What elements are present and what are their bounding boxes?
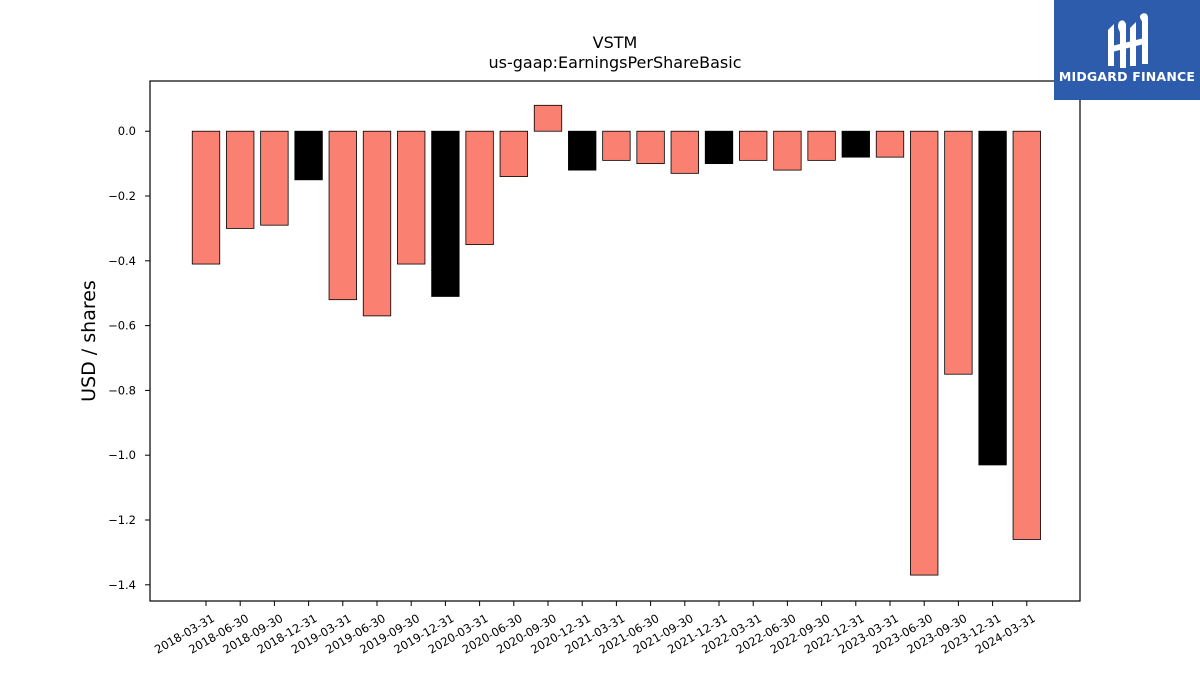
bar-2023-12-31 <box>978 130 1007 466</box>
bar-2022-03-31 <box>739 130 768 161</box>
bar-2020-06-30 <box>499 130 528 177</box>
bar-2021-03-31 <box>602 130 631 161</box>
bar-2018-09-30 <box>260 130 289 226</box>
x-axis-ticks: 2018-03-312018-06-302018-09-302018-12-31… <box>152 601 1038 657</box>
bar-2019-09-30 <box>397 130 426 265</box>
midgard-logo-icon <box>1108 13 1148 68</box>
brand-logo: MIDGARD FINANCE <box>1054 0 1200 100</box>
bar-2019-06-30 <box>362 130 392 317</box>
y-axis-label: USD / shares <box>78 280 100 402</box>
bar-2023-06-30 <box>910 130 939 576</box>
bar-2020-09-30 <box>533 104 563 132</box>
bar-2021-06-30 <box>636 130 665 165</box>
bar-2019-03-31 <box>328 130 357 301</box>
bar-2024-03-31 <box>1012 130 1041 540</box>
y-axis-ticks: 0.0 −0.2 −0.4 −0.6 −0.8 −1.0 −1.2 −1.4 <box>108 124 150 592</box>
y-tick-label: 0.0 <box>118 124 136 138</box>
y-tick-label: −1.0 <box>108 448 136 462</box>
bar-2022-12-31 <box>841 130 870 158</box>
bar-2019-12-31 <box>431 130 460 297</box>
bar-2023-03-31 <box>875 130 905 158</box>
bar-2023-09-30 <box>944 130 973 375</box>
y-tick-label: −1.4 <box>108 578 136 592</box>
y-tick-label: −0.8 <box>108 383 136 397</box>
brand-name: MIDGARD FINANCE <box>1058 69 1196 84</box>
y-tick-label: −0.4 <box>108 254 136 268</box>
chart-subtitle: us-gaap:EarningsPerShareBasic <box>488 53 741 72</box>
bar-2021-12-31 <box>704 130 734 165</box>
bar-2020-12-31 <box>568 130 597 171</box>
chart-title: VSTM <box>593 33 638 52</box>
plot-frame <box>149 80 1081 602</box>
bars-group <box>191 104 1041 576</box>
bar-2018-06-30 <box>226 130 255 229</box>
y-tick-label: −1.2 <box>108 513 136 527</box>
bar-2022-09-30 <box>807 130 836 161</box>
bar-2018-03-31 <box>191 130 221 265</box>
y-tick-label: −0.6 <box>108 319 136 333</box>
bar-2020-03-31 <box>465 130 494 246</box>
y-tick-label: −0.2 <box>108 189 136 203</box>
bar-2018-12-31 <box>294 130 323 181</box>
bar-2021-09-30 <box>670 130 699 174</box>
bar-2022-06-30 <box>773 130 802 171</box>
